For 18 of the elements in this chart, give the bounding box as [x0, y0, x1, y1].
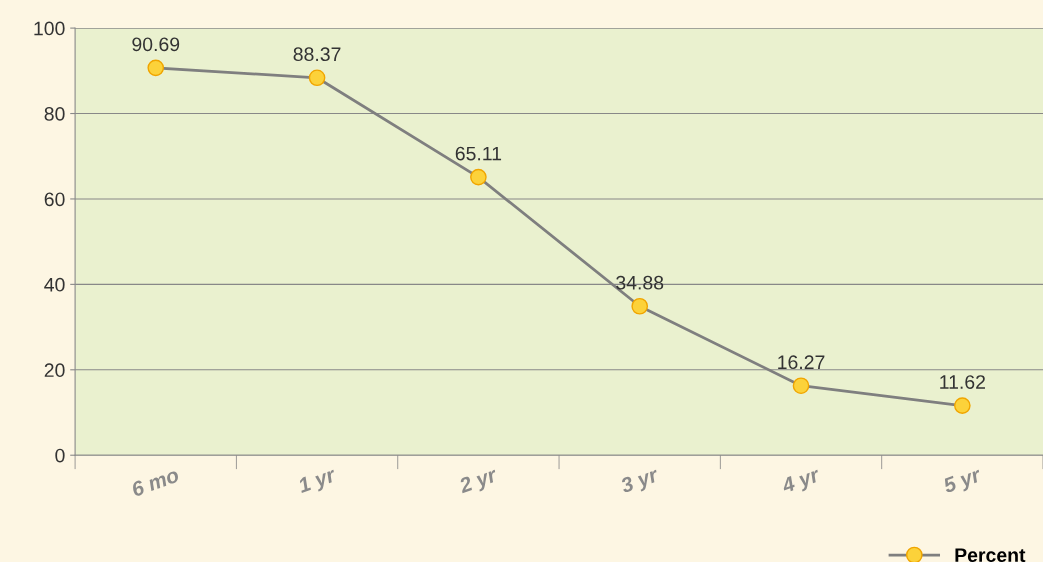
y-tick-label: 40 [44, 277, 65, 292]
y-tick-label: 0 [55, 448, 65, 463]
x-tick-label: 3 yr [619, 466, 662, 498]
data-label: 88.37 [293, 47, 341, 62]
y-tick-label: 80 [44, 106, 65, 121]
x-tick-label: 6 mo [130, 467, 180, 498]
data-label: 16.27 [778, 355, 825, 370]
y-tick-label: 100 [34, 21, 65, 36]
y-tick-label: 20 [44, 363, 65, 378]
x-tick-label: 5 yr [942, 466, 984, 498]
data-label: 65.11 [455, 146, 502, 161]
x-tick-label: 2 yr [457, 466, 501, 498]
x-tick-label: 4 yr [780, 466, 823, 498]
data-label: 11.62 [940, 375, 985, 389]
x-tick-label: 1 yr [296, 466, 339, 498]
data-label: 90.69 [132, 37, 180, 52]
legend-label: Percent [955, 548, 1026, 562]
y-tick-label: 60 [44, 192, 65, 207]
